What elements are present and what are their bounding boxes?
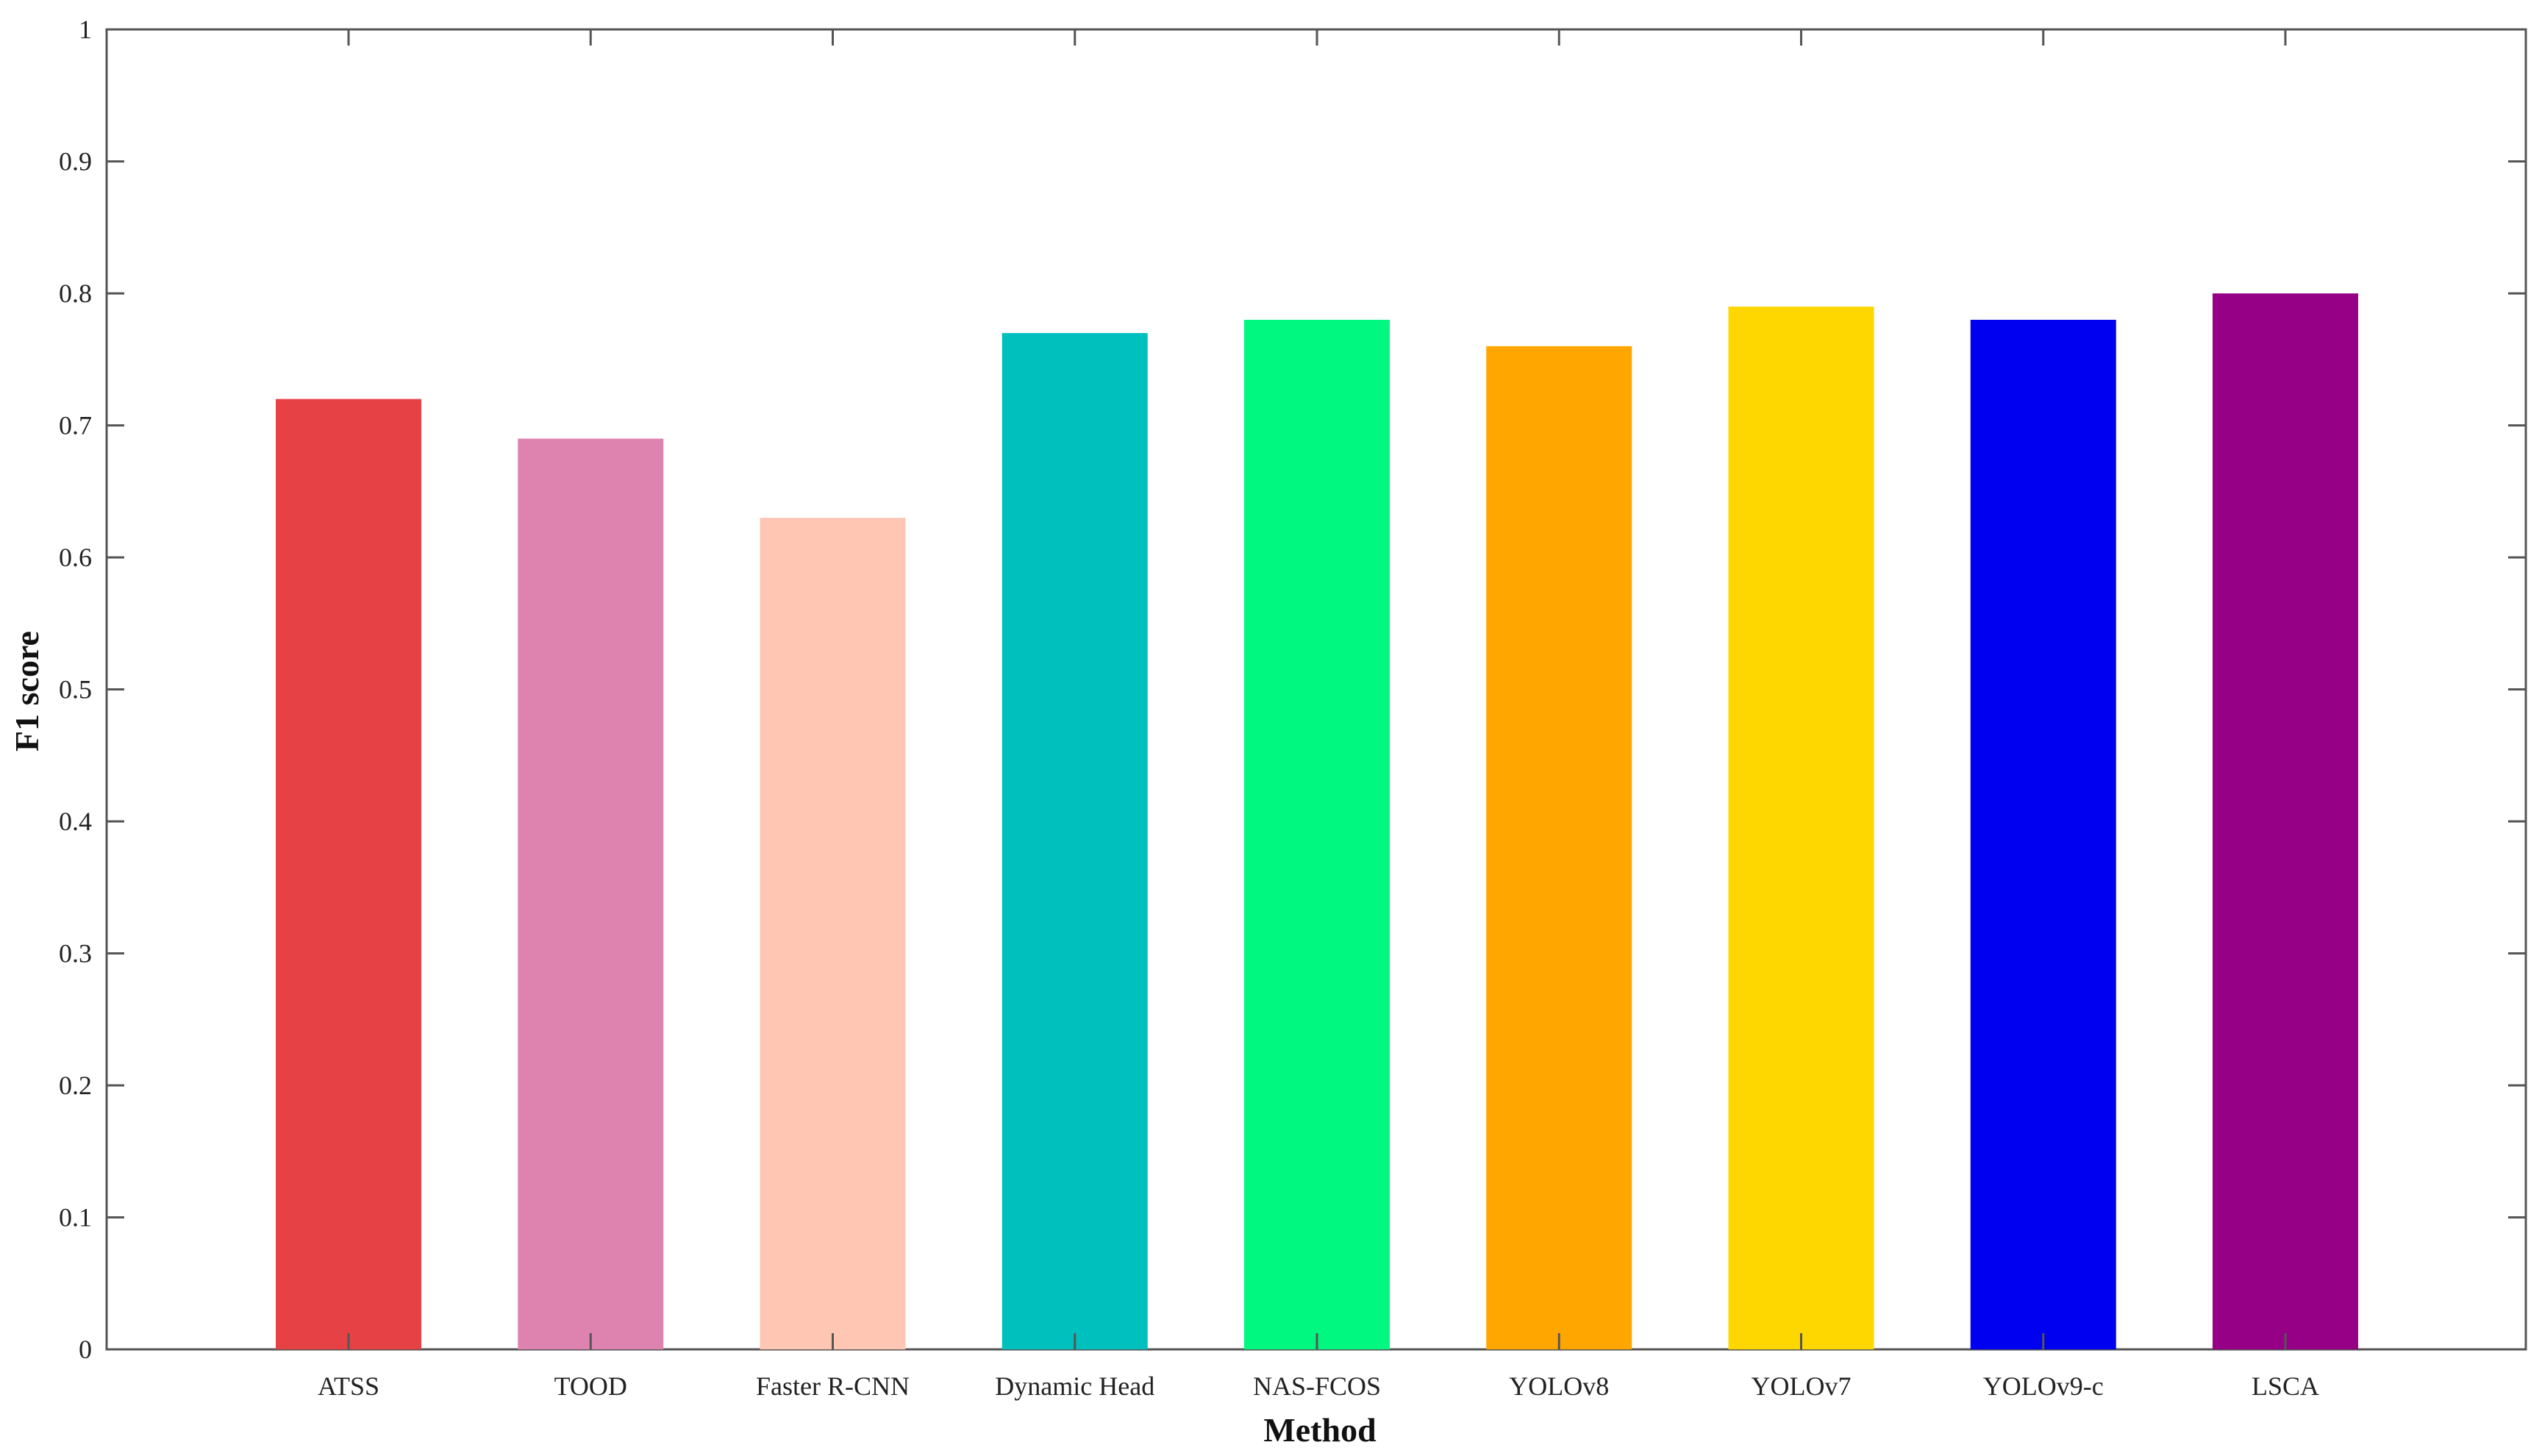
x-tick-labels: ATSS TOOD Faster R-CNN Dynamic Head NAS-FCOS… [318,1371,2319,1401]
y-tick-label: 0.2 [59,1071,92,1100]
x-tick-label: ATSS [318,1371,379,1401]
bar-yolov9-c [1970,319,2116,1349]
bar-tood [518,438,664,1350]
x-tick-label: Dynamic Head [995,1371,1154,1401]
x-tick-label: NAS-FCOS [1253,1371,1381,1401]
y-axis-title: F1 score [8,631,46,752]
bar-nas-fcos [1244,319,1390,1349]
y-tick-label: 0.9 [59,147,92,176]
y-tick-label: 0.3 [59,939,92,968]
x-tick-label: YOLOv9-c [1983,1371,2104,1401]
x-tick-label: YOLOv8 [1509,1371,1609,1401]
y-tick-label: 0.8 [59,279,92,308]
y-tick-label: 0.1 [59,1203,92,1232]
y-tick-label: 0 [79,1335,92,1364]
bar-lsca [2213,293,2358,1349]
x-axis-title: Method [1263,1411,1377,1449]
y-tick-label: 0.6 [59,543,92,572]
y-tick-label: 0.4 [59,807,92,836]
x-tick-label: TOOD [554,1371,627,1401]
x-tick-label: YOLOv7 [1752,1371,1852,1401]
bar-dynamic-head [1002,332,1148,1350]
y-tick-label: 0.5 [59,675,92,704]
bar-group [276,293,2358,1350]
x-tick-label: Faster R-CNN [756,1371,910,1401]
axis-ticks [107,28,2526,1351]
y-tick-label: 1 [79,15,92,44]
bar-faster-r-cnn [760,518,906,1349]
bar-yolov7 [1728,306,1874,1350]
y-tick-labels: 0 0.1 0.2 0.3 0.4 0.5 0.6 0.7 0.8 0.9 1 [59,15,92,1364]
x-tick-label: LSCA [2252,1371,2319,1401]
y-tick-label: 0.7 [59,411,92,440]
bar-atss [276,399,421,1349]
bar-yolov8 [1486,346,1632,1349]
